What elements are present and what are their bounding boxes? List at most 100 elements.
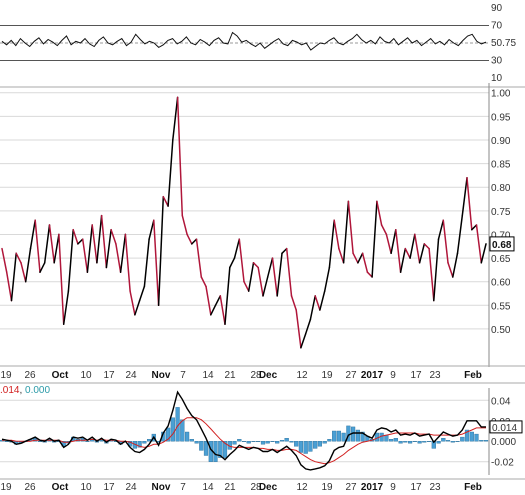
oscillator-line [1, 31, 487, 51]
macd-legend: .014, 0.000 [0, 385, 50, 396]
macd-histogram-bar [260, 441, 266, 445]
macd-histogram-bar [322, 441, 327, 444]
price-segment [5, 271, 13, 302]
price-tick-label: 0.80 [491, 183, 511, 194]
macd-histogram-bar [294, 441, 299, 447]
price-segment [347, 200, 354, 255]
price-segment [62, 290, 70, 325]
macd-x-axis-label: 21 [224, 482, 236, 493]
price-segment [119, 233, 127, 273]
macd-histogram-bar [341, 432, 346, 442]
price-x-axis-label: 17 [103, 370, 115, 381]
price-x-axis-label: 9 [390, 370, 396, 381]
macd-histogram-bar [289, 441, 294, 443]
price-tick-label: 0.85 [491, 160, 511, 171]
price-segment [10, 252, 17, 302]
price-segment [167, 139, 174, 207]
price-segment [100, 214, 108, 269]
price-segment [247, 262, 255, 292]
price-segment [39, 262, 46, 273]
macd-last-value: 0.014 [492, 423, 517, 434]
price-segment [423, 243, 430, 250]
price-x-axis-label: 10 [80, 370, 92, 381]
price-segment [153, 219, 160, 307]
macd-histogram-bar [218, 441, 223, 458]
price-tick-label: 0.70 [491, 230, 511, 241]
price-x-axis-label: 27 [345, 370, 357, 381]
macd-histogram-bar [412, 441, 417, 442]
price-x-axis-label: Dec [259, 370, 278, 381]
price-segment [53, 233, 60, 264]
price-segment [205, 285, 212, 316]
price-segment [186, 233, 193, 245]
price-segment [43, 224, 51, 264]
macd-histogram-bar [146, 439, 152, 442]
macd-histogram-bar [403, 441, 408, 443]
price-segment [176, 96, 184, 217]
price-segment [361, 252, 369, 273]
macd-histogram-bar [417, 441, 422, 444]
price-segment [323, 266, 331, 292]
price-segment [257, 266, 264, 297]
macd-x-axis-label: 7 [180, 482, 186, 493]
macd-histogram-bar [213, 441, 218, 462]
price-segment [376, 200, 383, 226]
price-segment [271, 257, 278, 297]
oscillator-last-value-badge [488, 35, 522, 49]
macd-histogram-bar [384, 434, 389, 442]
price-last-value: 0.68 [492, 240, 512, 251]
price-x-axis-label: 28 [250, 370, 262, 381]
price-segment [129, 290, 136, 316]
macd-histogram-bar [37, 441, 43, 442]
macd-histogram-bar [460, 436, 465, 442]
price-segment [266, 257, 274, 278]
macd-histogram-bar [265, 441, 270, 444]
price-segment [385, 233, 392, 255]
macd-last-value-badge [489, 420, 523, 434]
price-segment [48, 224, 55, 264]
price-segment [357, 252, 364, 264]
macd-histogram-bar [241, 441, 247, 442]
macd-histogram-bar [232, 441, 237, 445]
macd-histogram-bar [464, 429, 470, 442]
price-segment [338, 247, 345, 264]
price-segment [86, 224, 93, 273]
macd-histogram-bar [251, 441, 256, 442]
price-tick-label: 0.50 [491, 325, 511, 336]
price-segment [210, 304, 217, 316]
price-segment [314, 295, 321, 311]
price-segment [229, 257, 236, 269]
price-x-axis-label: 19 [0, 370, 12, 381]
macd-x-axis-label: 12 [296, 482, 308, 493]
price-segment [29, 219, 36, 250]
price-segment [442, 219, 449, 264]
price-segment [81, 238, 89, 273]
price-segment [134, 299, 141, 316]
price-segment [471, 224, 478, 231]
macd-histogram-bar [137, 441, 142, 448]
macd-signal-line [2, 417, 486, 465]
macd-histogram-bar [303, 441, 308, 454]
price-segment [262, 276, 269, 297]
macd-histogram-bar [85, 441, 90, 442]
price-tick-label: 0.90 [491, 136, 511, 147]
price-segment [395, 228, 402, 273]
price-x-axis-label: 2017 [361, 370, 384, 381]
oscillator-tick-label: 10 [491, 73, 503, 84]
price-segment [124, 233, 131, 292]
macd-x-axis-label: 17 [410, 482, 422, 493]
price-segment [390, 228, 397, 255]
macd-histogram-bar [474, 433, 479, 442]
price-segment [252, 262, 259, 269]
macd-x-axis-label: 24 [125, 482, 137, 493]
price-segment [195, 238, 203, 278]
macd-histogram-bar [445, 440, 451, 442]
macd-histogram-bar [469, 431, 474, 442]
macd-histogram-bar [436, 441, 441, 444]
price-tick-label: 1.00 [491, 89, 511, 100]
macd-x-axis-label: 26 [24, 482, 36, 493]
price-segment [224, 266, 231, 325]
